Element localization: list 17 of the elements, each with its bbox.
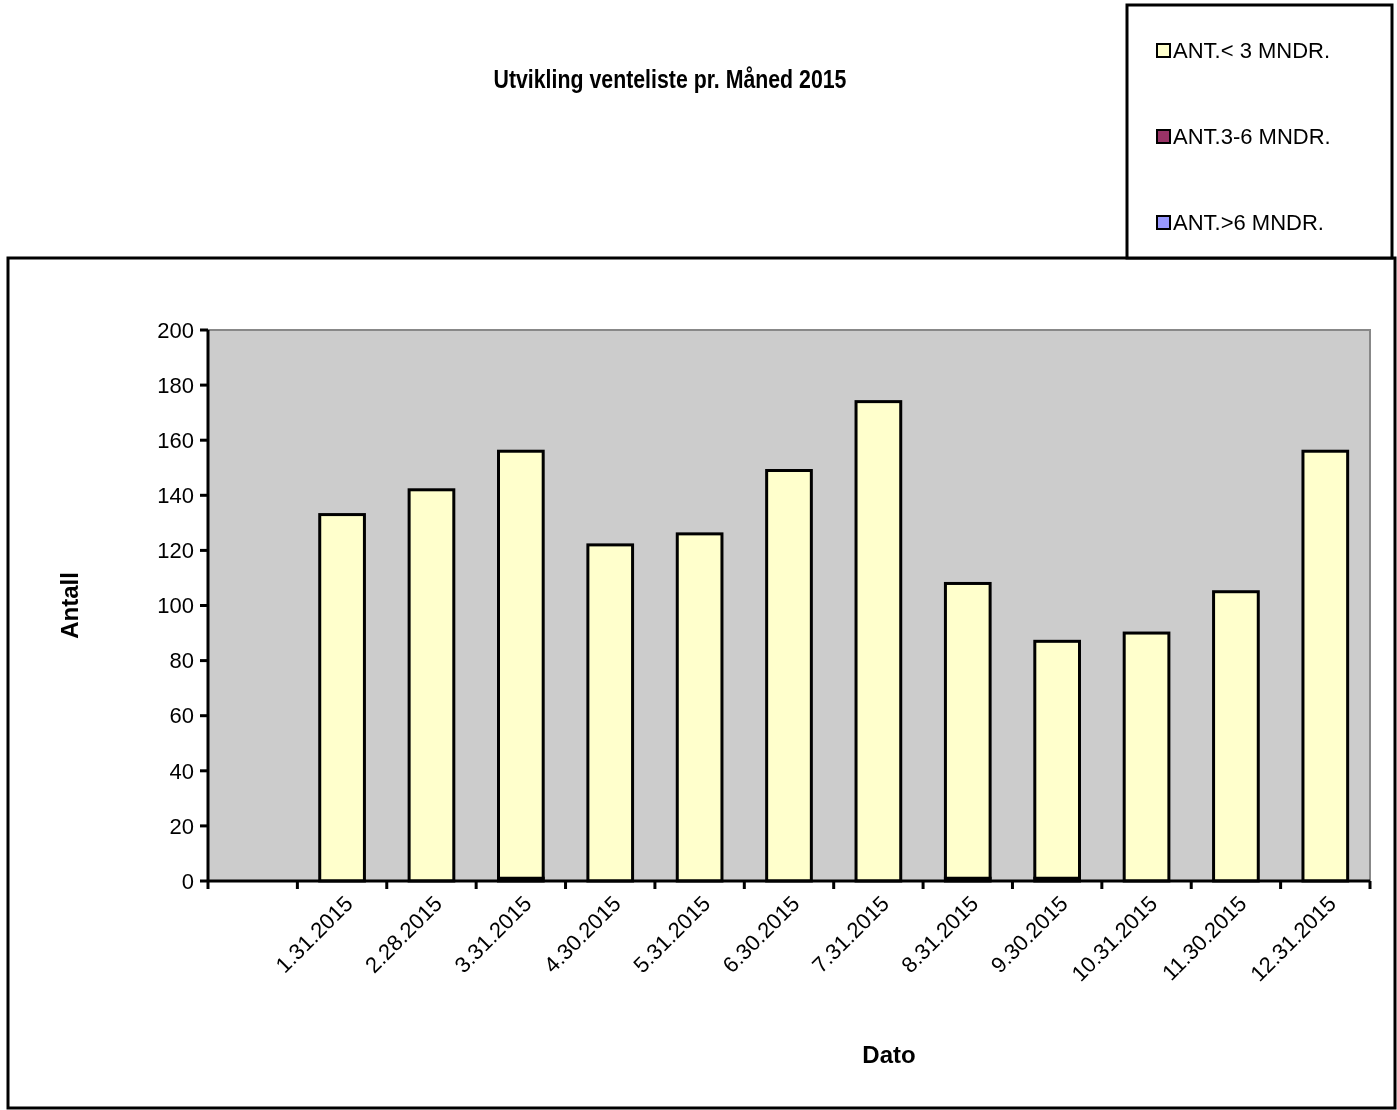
y-tick-label: 80 [169,648,194,674]
y-tick-label: 120 [157,538,194,564]
y-tick-label: 200 [157,317,194,343]
legend-label: ANT.>6 MNDR. [1173,210,1324,235]
legend-label: ANT.3-6 MNDR. [1173,124,1331,149]
x-axis-title: Dato [862,1041,916,1068]
chart-title: Utvikling venteliste pr. Måned 2015 [493,63,847,94]
y-tick-label: 40 [169,758,194,784]
legend-label: ANT.< 3 MNDR. [1173,38,1331,63]
y-tick-label: 0 [181,868,194,894]
y-tick-label: 60 [169,703,194,729]
y-tick-label: 20 [169,813,194,839]
y-tick-label: 140 [157,483,194,508]
y-tick-label: 160 [157,427,194,453]
y-axis-title: Antall [56,572,83,639]
y-tick-label: 180 [157,372,194,398]
y-tick-label: 100 [157,593,194,619]
